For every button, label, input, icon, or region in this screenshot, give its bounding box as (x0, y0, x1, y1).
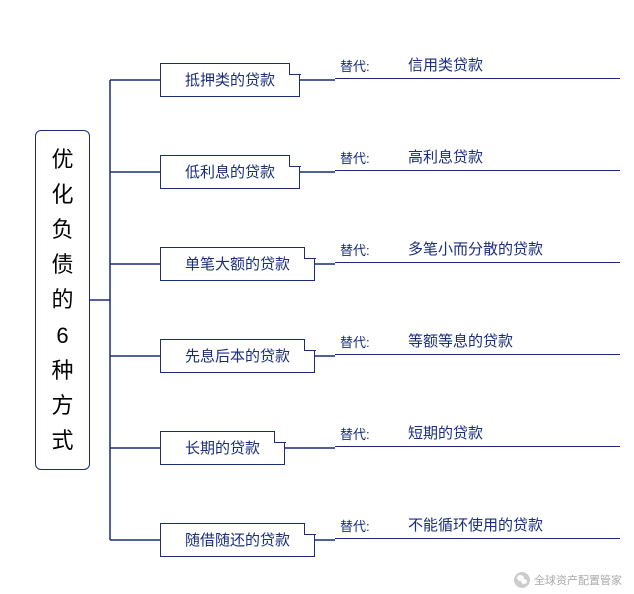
replace-label: 替代: (340, 56, 370, 75)
loan-type-box: 抵押类的贷款 (160, 63, 300, 97)
root-title-char: 式 (51, 423, 73, 458)
loan-type-box: 先息后本的贷款 (160, 339, 315, 373)
diagram-canvas: 优化负债的6种方式 全球资产配置管家 抵押类的贷款替代:信用类贷款低利息的贷款替… (0, 0, 634, 594)
watermark: 全球资产配置管家 (514, 572, 622, 588)
replace-value: 等额等息的贷款 (408, 330, 513, 351)
replace-value: 信用类贷款 (408, 54, 483, 75)
replace-underline (335, 446, 620, 447)
loan-type-box: 随借随还的贷款 (160, 523, 315, 557)
root-title-box: 优化负债的6种方式 (35, 130, 90, 470)
root-title-char: 债 (51, 247, 73, 282)
replace-label: 替代: (340, 424, 370, 443)
note-corner-fold (289, 63, 301, 75)
note-corner-fold (289, 155, 301, 167)
replace-label: 替代: (340, 332, 370, 351)
replace-underline (335, 538, 620, 539)
replace-underline (335, 78, 620, 79)
note-corner-fold (304, 339, 316, 351)
loan-type-box: 单笔大额的贷款 (160, 247, 315, 281)
connector-lines (0, 0, 634, 594)
root-title-char: 负 (51, 212, 73, 247)
replace-value: 不能循环使用的贷款 (408, 514, 543, 535)
replace-underline (335, 170, 620, 171)
note-corner-fold (274, 431, 286, 443)
replace-label: 替代: (340, 240, 370, 259)
note-corner-fold (304, 523, 316, 535)
replace-value: 多笔小而分散的贷款 (408, 238, 543, 259)
loan-type-box: 低利息的贷款 (160, 155, 300, 189)
root-title-char: 方 (51, 388, 73, 423)
watermark-text: 全球资产配置管家 (534, 572, 622, 588)
root-title-char: 的 (51, 282, 73, 317)
replace-underline (335, 354, 620, 355)
root-title-char: 种 (51, 353, 73, 388)
replace-label: 替代: (340, 516, 370, 535)
root-title-char: 化 (51, 177, 73, 212)
root-title-char: 优 (51, 142, 73, 177)
wechat-icon (514, 572, 530, 588)
loan-type-box: 长期的贷款 (160, 431, 285, 465)
root-title-char: 6 (56, 318, 68, 353)
replace-label: 替代: (340, 148, 370, 167)
replace-underline (335, 262, 620, 263)
replace-value: 高利息贷款 (408, 146, 483, 167)
replace-value: 短期的贷款 (408, 422, 483, 443)
note-corner-fold (304, 247, 316, 259)
